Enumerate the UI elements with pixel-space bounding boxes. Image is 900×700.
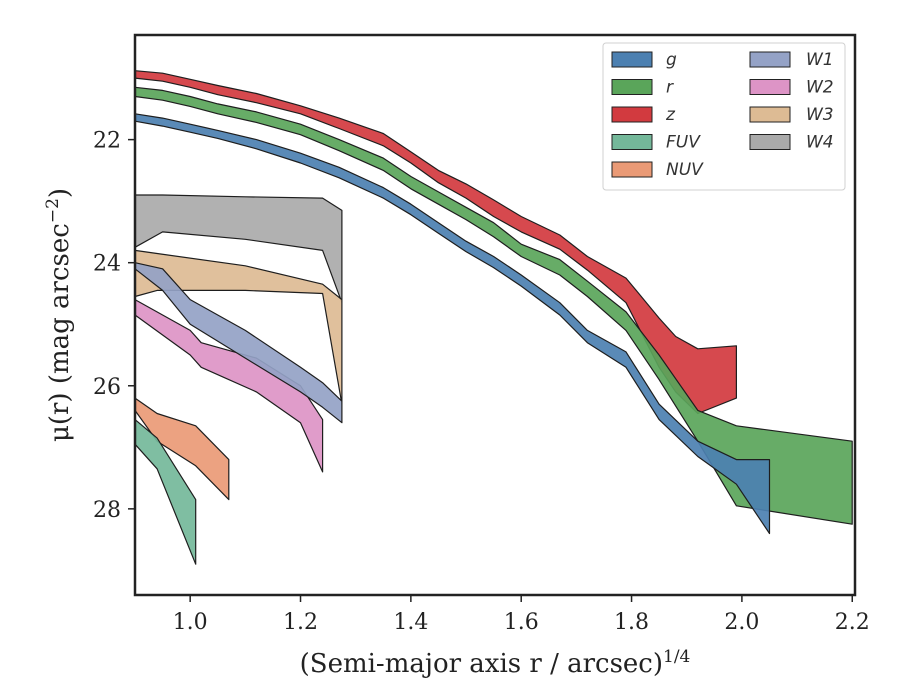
x-tick-label: 1.8	[614, 610, 649, 635]
legend-label-fuv: FUV	[666, 133, 701, 153]
legend-label-r: r	[666, 78, 674, 98]
x-axis-ticks: 1.0 1.2 1.4 1.6 1.8 2.0 2.2	[173, 595, 870, 635]
legend-label-w2: W2	[806, 78, 834, 98]
y-tick-label: 22	[93, 129, 121, 154]
y-tick-label: 24	[93, 252, 121, 277]
x-tick-label: 1.4	[393, 610, 428, 635]
y-axis-label: μ(r) (mag arcsec−2)	[43, 188, 75, 442]
band-series-group	[134, 70, 853, 565]
x-tick-label: 2.2	[835, 610, 870, 635]
band-r	[134, 86, 853, 525]
x-tick-label: 1.0	[173, 610, 208, 635]
legend-swatch-nuv	[611, 161, 653, 178]
legend-swatch-w3	[749, 106, 791, 123]
legend-swatch-w1	[749, 51, 791, 68]
legend-label-g: g	[666, 50, 677, 70]
band-w2	[134, 299, 324, 473]
band-g	[134, 113, 771, 535]
legend-label-w3: W3	[806, 105, 834, 125]
plot-frame	[133, 33, 857, 597]
x-axis-label: (Semi-major axis r / arcsec)1/4	[300, 647, 691, 679]
legend-label-w4: W4	[806, 133, 834, 153]
legend-swatch-z	[611, 106, 653, 123]
legend-swatch-w2	[749, 79, 791, 95]
legend-swatch-r	[611, 79, 653, 95]
y-tick-label: 26	[93, 375, 121, 400]
legend-label-nuv: NUV	[666, 160, 704, 180]
legend-swatch-g	[611, 51, 653, 68]
band-w1	[134, 262, 343, 424]
x-tick-label: 2.0	[724, 610, 759, 635]
x-tick-label: 1.2	[283, 610, 318, 635]
legend-swatch-w4	[749, 134, 791, 150]
band-nuv	[134, 397, 230, 501]
x-tick-label: 1.6	[504, 610, 539, 635]
legend-label-w1: W1	[806, 50, 834, 70]
legend-swatch-fuv	[611, 134, 653, 150]
legend-label-z: z	[665, 105, 676, 125]
y-axis-ticks: 22 24 26 28	[93, 129, 135, 523]
legend: grz FUV NUV W1 W2 W3 W4	[602, 42, 846, 191]
y-tick-label: 28	[93, 498, 121, 523]
